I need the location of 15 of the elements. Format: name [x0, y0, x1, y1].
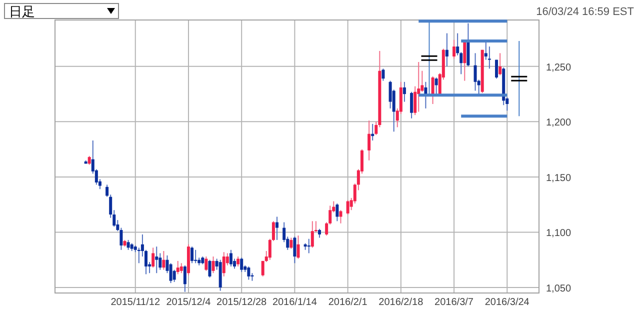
- x-tick-label: 2015/12/28: [216, 297, 268, 308]
- x-tick-label: 2015/11/12: [110, 297, 160, 308]
- x-tick-label: 2016/1/14: [272, 297, 318, 308]
- chart-title: 日足: [9, 4, 35, 19]
- y-tick-label: 1,100: [546, 228, 572, 240]
- x-tick-label: 2016/2/18: [378, 297, 424, 308]
- x-tick-label: 2016/2/1: [328, 297, 368, 308]
- y-tick-label: 1,250: [546, 62, 572, 74]
- y-tick-label: 1,200: [546, 118, 572, 129]
- x-tick-label: 2015/12/4: [166, 297, 212, 308]
- text: 16/03/24 16:59 EST: [536, 6, 634, 18]
- y-tick-label: 1,050: [546, 283, 572, 294]
- x-tick-label: 2016/3/7: [434, 297, 474, 308]
- x-tick-label: 2016/3/24: [484, 297, 530, 308]
- y-tick-label: 1,150: [546, 172, 572, 184]
